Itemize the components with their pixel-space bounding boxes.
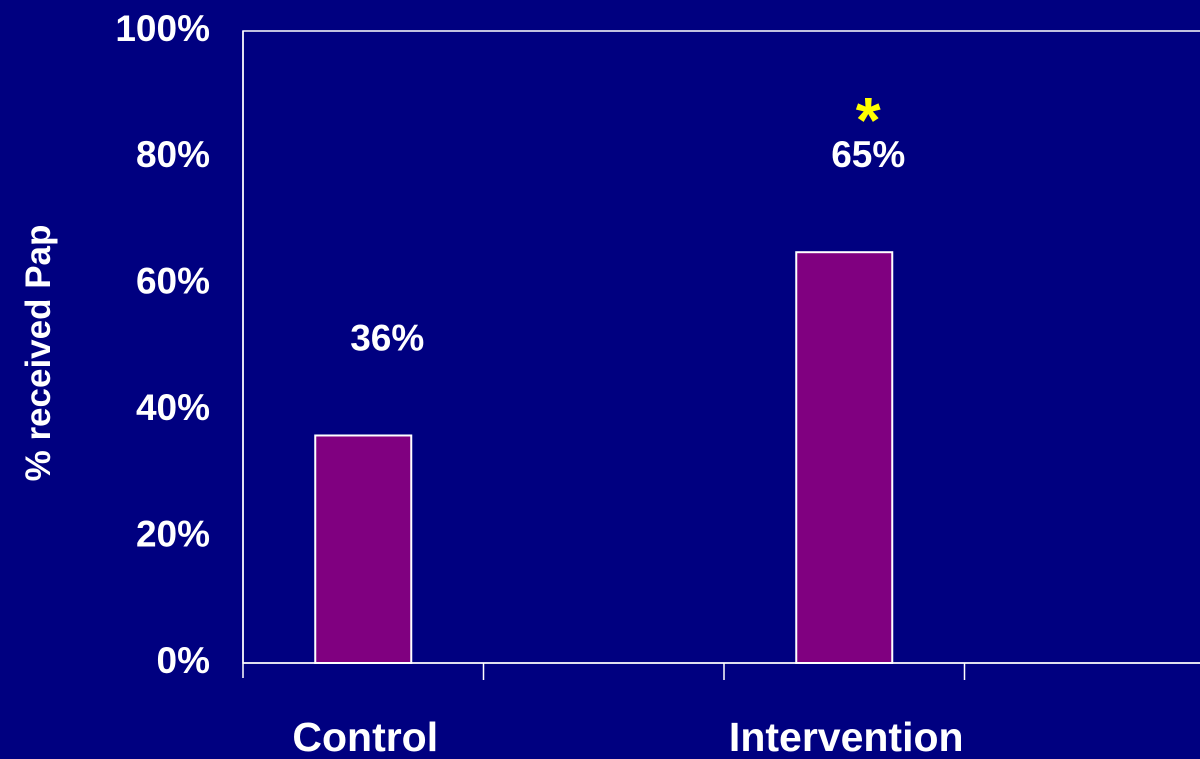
bars <box>314 251 894 665</box>
x-axis-ticks <box>482 663 966 680</box>
y-axis-label: % received Pap <box>19 225 58 482</box>
bar-value-label: 65% <box>831 134 905 175</box>
y-axis-ticks: 0% 20% 40% 60% 80% 100% <box>115 8 210 681</box>
bar-value-labels: 36% 65%* <box>350 84 905 358</box>
bar-value-label: 36% <box>350 317 424 358</box>
bar-control <box>314 434 413 665</box>
category-labels: Control Intervention <box>292 714 963 759</box>
y-tick-label: 100% <box>115 8 210 49</box>
significance-asterisk: * <box>856 84 881 156</box>
y-tick-label: 80% <box>136 134 210 175</box>
category-label-control: Control <box>292 714 438 759</box>
y-tick-label: 20% <box>136 513 210 554</box>
y-tick-label: 40% <box>136 387 210 428</box>
category-label-intervention: Intervention <box>729 714 964 759</box>
y-tick-label: 60% <box>136 261 210 302</box>
bar-intervention <box>795 251 894 664</box>
y-tick-label: 0% <box>157 640 210 681</box>
